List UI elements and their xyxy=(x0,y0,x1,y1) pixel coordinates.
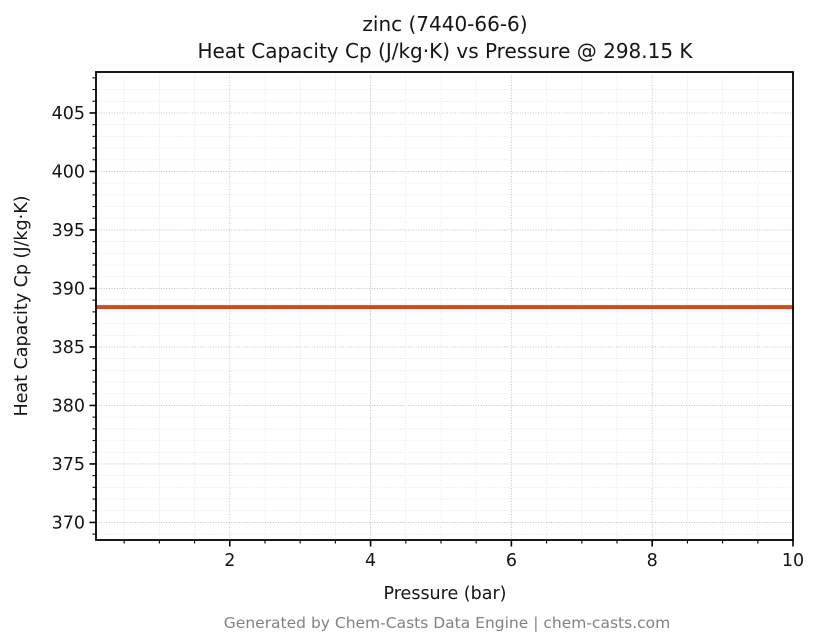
y-tick-label: 380 xyxy=(52,396,85,416)
chart-title: zinc (7440-66-6) xyxy=(362,12,527,36)
x-tick-label: 6 xyxy=(506,551,517,571)
y-tick-label: 400 xyxy=(52,162,85,182)
y-tick-label: 390 xyxy=(52,279,85,299)
plot-frame xyxy=(95,71,794,541)
chart-subtitle: Heat Capacity Cp (J/kg·K) vs Pressure @ … xyxy=(197,39,693,63)
y-tick-label: 375 xyxy=(52,455,85,475)
x-tick-label: 8 xyxy=(647,551,658,571)
y-axis-label: Heat Capacity Cp (J/kg·K) xyxy=(12,196,32,417)
x-tick-label: 4 xyxy=(365,551,376,571)
y-tick-label: 370 xyxy=(52,513,85,533)
footer-credit: Generated by Chem-Casts Data Engine | ch… xyxy=(224,614,670,632)
x-tick-label: 2 xyxy=(224,551,235,571)
x-axis-label: Pressure (bar) xyxy=(384,584,507,604)
y-tick-label: 395 xyxy=(52,221,85,241)
axes-layer: 2 4 6 8 10 370 375 380 385 390 395 400 405 xyxy=(52,71,804,571)
x-tick-label: 10 xyxy=(782,551,804,571)
y-tick-label: 385 xyxy=(52,338,85,358)
y-tick-label: 405 xyxy=(52,104,85,124)
